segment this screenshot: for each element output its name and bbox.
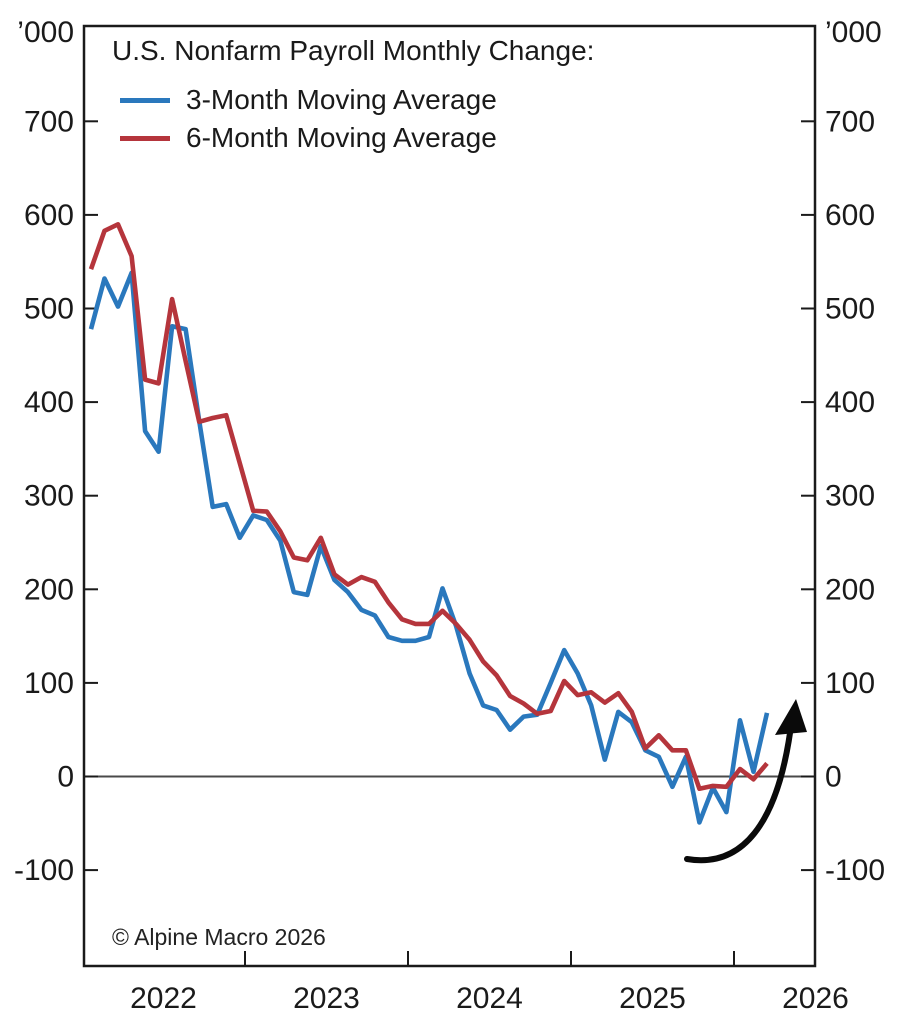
legend-line-3mma-icon (120, 97, 170, 103)
legend-item-3mma: 3-Month Moving Average (120, 84, 497, 116)
y-tick-label-right: 200 (825, 573, 875, 606)
y-tick-label-right: 700 (825, 105, 875, 138)
upturn-arrow-shaft (684, 715, 795, 864)
legend-item-6mma: 6-Month Moving Average (120, 122, 497, 154)
y-tick-label-right: 300 (825, 480, 875, 513)
y-tick-label-left: 500 (24, 293, 74, 326)
legend-line-6mma-icon (120, 135, 170, 141)
line-6-month-ma (88, 222, 769, 792)
y-tick-label-right: 100 (825, 667, 875, 700)
y-tick-label-right: -100 (825, 854, 885, 887)
copyright-note: © Alpine Macro 2026 (112, 924, 326, 950)
line-3-month-ma (88, 270, 770, 825)
y-tick-label-left: 200 (24, 573, 74, 606)
y-tick-label-right: 0 (825, 761, 842, 794)
y-tick-label-left: -100 (14, 854, 74, 887)
upturn-arrow-head-icon (775, 699, 807, 735)
x-year-label: 2022 (130, 982, 197, 1015)
legend-label-6mma: 6-Month Moving Average (186, 122, 497, 153)
legend-label-3mma: 3-Month Moving Average (186, 84, 497, 115)
y-tick-label-left: 300 (24, 480, 74, 513)
chart-title: U.S. Nonfarm Payroll Monthly Change: (112, 35, 595, 66)
x-year-label: 2024 (456, 982, 523, 1015)
y-tick-label-left: 400 (24, 386, 74, 419)
y-tick-label-right: 500 (825, 293, 875, 326)
plot-frame (82, 24, 817, 968)
y-tick-label-left: 600 (24, 199, 74, 232)
y-tick-label-left: 0 (57, 761, 74, 794)
y-axis-unit-right: ’000 (825, 16, 882, 49)
y-axis-unit-left: ’000 (17, 16, 74, 49)
x-year-label: 2026 (782, 982, 849, 1015)
y-tick-label-right: 600 (825, 199, 875, 232)
x-year-label: 2025 (619, 982, 686, 1015)
y-tick-label-left: 700 (24, 105, 74, 138)
y-tick-label-left: 100 (24, 667, 74, 700)
y-tick-label-right: 400 (825, 386, 875, 419)
x-year-label: 2023 (293, 982, 360, 1015)
